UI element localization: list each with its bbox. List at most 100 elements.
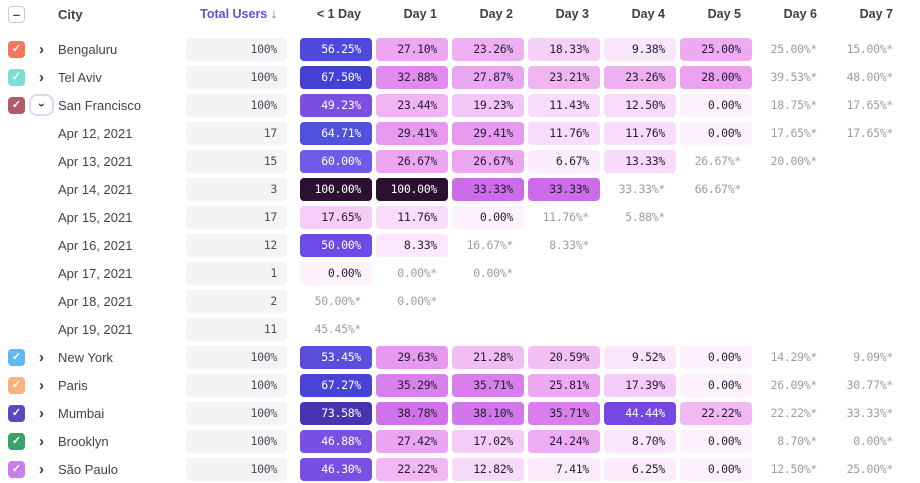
cohort-date-row: Apr 15, 2021 17 17.65% 11.76% 0.00% 11.76%* 5.… (0, 203, 920, 231)
retention-cell[interactable]: 27.42% (376, 429, 448, 453)
retention-cell[interactable]: 50.00% (300, 233, 372, 257)
retention-cell[interactable]: 19.23% (452, 93, 524, 117)
retention-cell[interactable]: 0.00% (680, 429, 752, 453)
retention-cell[interactable]: 67.27% (300, 373, 372, 397)
retention-cell[interactable]: 29.41% (452, 121, 524, 145)
row-checkbox[interactable]: ✓ (8, 40, 25, 58)
retention-cell-estimated: 17.65%* (770, 126, 818, 140)
retention-cell[interactable]: 12.50% (604, 93, 676, 117)
retention-cell[interactable]: 33.33% (528, 177, 600, 201)
retention-cell[interactable]: 11.43% (528, 93, 600, 117)
retention-cell[interactable]: 9.52% (604, 345, 676, 369)
retention-cell[interactable]: 26.67% (376, 149, 448, 173)
retention-cell[interactable]: 21.28% (452, 345, 524, 369)
retention-cell[interactable]: 38.10% (452, 401, 524, 425)
retention-cell[interactable]: 38.78% (376, 401, 448, 425)
retention-cell[interactable]: 35.71% (528, 401, 600, 425)
collapse-row-button[interactable]: › (29, 94, 54, 116)
row-checkbox[interactable]: ✓ (8, 68, 25, 86)
retention-cell[interactable]: 23.26% (604, 65, 676, 89)
retention-cell[interactable]: 11.76% (528, 121, 600, 145)
column-header-total-users[interactable]: Total Users ↓ (186, 7, 287, 21)
retention-cell[interactable]: 100.00% (376, 177, 448, 201)
retention-cell[interactable]: 56.25% (300, 37, 372, 61)
chevron-right-icon[interactable]: › (39, 404, 44, 422)
row-checkbox[interactable]: ✓ (8, 432, 25, 450)
retention-cell[interactable]: 22.22% (376, 457, 448, 481)
retention-cell[interactable]: 12.82% (452, 457, 524, 481)
retention-cell[interactable]: 6.67% (528, 149, 600, 173)
retention-cell[interactable]: 24.24% (528, 429, 600, 453)
retention-cell[interactable]: 29.63% (376, 345, 448, 369)
row-checkbox[interactable]: ✓ (8, 96, 25, 114)
retention-cell-estimated: 26.09%* (770, 378, 818, 392)
retention-cell[interactable]: 8.70% (604, 429, 676, 453)
retention-cell[interactable]: 35.71% (452, 373, 524, 397)
row-checkbox[interactable]: ✓ (8, 404, 25, 422)
retention-cell[interactable]: 0.00% (452, 205, 524, 229)
row-checkbox[interactable]: ✓ (8, 348, 25, 366)
retention-cell[interactable]: 0.00% (680, 121, 752, 145)
row-checkbox[interactable]: ✓ (8, 376, 25, 394)
retention-cell[interactable]: 9.38% (604, 37, 676, 61)
retention-cell[interactable]: 67.50% (300, 65, 372, 89)
chevron-right-icon[interactable]: › (39, 432, 44, 450)
retention-cell[interactable]: 20.59% (528, 345, 600, 369)
retention-cell[interactable]: 7.41% (528, 457, 600, 481)
retention-cell[interactable]: 22.22% (680, 401, 752, 425)
chevron-right-icon[interactable]: › (39, 376, 44, 394)
chevron-right-icon[interactable]: › (39, 348, 44, 366)
empty-cell (756, 234, 828, 257)
retention-cell[interactable]: 17.65% (300, 205, 372, 229)
chevron-right-icon[interactable]: › (39, 460, 44, 478)
retention-cell[interactable]: 23.26% (452, 37, 524, 61)
retention-cell[interactable]: 18.33% (528, 37, 600, 61)
retention-cell-estimated: 12.50%* (770, 462, 818, 476)
retention-cell[interactable]: 6.25% (604, 457, 676, 481)
retention-cell[interactable]: 33.33% (452, 177, 524, 201)
retention-cell[interactable]: 35.29% (376, 373, 448, 397)
retention-cell[interactable]: 73.58% (300, 401, 372, 425)
row-left-section: Apr 18, 2021 (0, 293, 186, 310)
retention-cell[interactable]: 8.33% (376, 233, 448, 257)
retention-cell[interactable]: 100.00% (300, 177, 372, 201)
retention-cell[interactable]: 23.21% (528, 65, 600, 89)
city-label: Paris (58, 377, 88, 393)
retention-cell[interactable]: 0.00% (680, 373, 752, 397)
retention-cell[interactable]: 0.00% (680, 345, 752, 369)
retention-cell[interactable]: 25.00% (680, 37, 752, 61)
retention-cell[interactable]: 13.33% (604, 149, 676, 173)
row-checkbox[interactable]: ✓ (8, 460, 25, 478)
retention-cell[interactable]: 0.00% (300, 261, 372, 285)
retention-cell[interactable]: 0.00% (680, 93, 752, 117)
retention-cell[interactable]: 11.76% (604, 121, 676, 145)
retention-cell[interactable]: 27.87% (452, 65, 524, 89)
retention-cells: 67.27% 35.29% 35.71% 25.81% 17.39% 0.00% 26.09… (300, 373, 904, 397)
cohort-date-row: Apr 18, 2021 2 50.00%* 0.00%* (0, 287, 920, 315)
retention-cell[interactable]: 46.88% (300, 429, 372, 453)
retention-cell-estimated: 5.88%* (625, 210, 665, 224)
retention-cell[interactable]: 46.30% (300, 457, 372, 481)
retention-cell[interactable]: 28.00% (680, 65, 752, 89)
retention-cell[interactable]: 17.02% (452, 429, 524, 453)
retention-cell[interactable]: 0.00% (680, 457, 752, 481)
retention-cell[interactable]: 23.44% (376, 93, 448, 117)
cohort-date-row: Apr 17, 2021 1 0.00% 0.00%* 0.00%* (0, 259, 920, 287)
chevron-right-icon[interactable]: › (39, 40, 44, 58)
chevron-slot: › (25, 406, 58, 421)
retention-cell[interactable]: 25.81% (528, 373, 600, 397)
retention-cell[interactable]: 11.76% (376, 205, 448, 229)
retention-cell[interactable]: 27.10% (376, 37, 448, 61)
retention-cell[interactable]: 64.71% (300, 121, 372, 145)
retention-cell[interactable]: 60.00% (300, 149, 372, 173)
chevron-slot: › (25, 434, 58, 449)
retention-cell[interactable]: 26.67% (452, 149, 524, 173)
retention-cell[interactable]: 32.88% (376, 65, 448, 89)
chevron-right-icon[interactable]: › (39, 68, 44, 86)
retention-cell[interactable]: 29.41% (376, 121, 448, 145)
retention-cell[interactable]: 53.45% (300, 345, 372, 369)
select-all-checkbox[interactable]: – (8, 5, 25, 23)
retention-cell[interactable]: 49.23% (300, 93, 372, 117)
retention-cell[interactable]: 17.39% (604, 373, 676, 397)
retention-cell[interactable]: 44.44% (604, 401, 676, 425)
